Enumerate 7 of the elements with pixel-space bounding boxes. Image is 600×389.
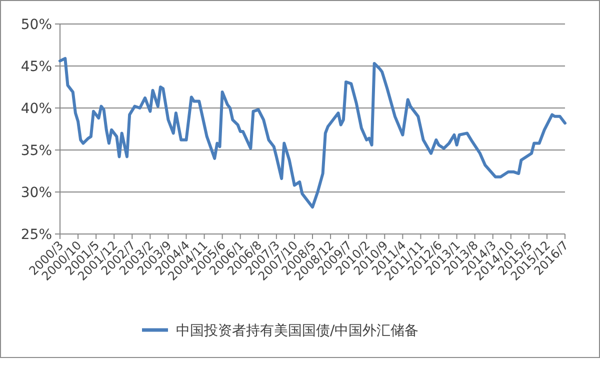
- y-tick-label: 35%: [20, 143, 52, 159]
- y-tick-label: 40%: [20, 101, 52, 117]
- y-tick-label: 30%: [20, 185, 52, 201]
- y-tick-label: 50%: [20, 17, 52, 33]
- y-tick-label: 25%: [20, 227, 52, 243]
- legend: 中国投资者持有美国国债/中国外汇储备: [142, 323, 419, 339]
- y-tick-label: 45%: [20, 59, 52, 75]
